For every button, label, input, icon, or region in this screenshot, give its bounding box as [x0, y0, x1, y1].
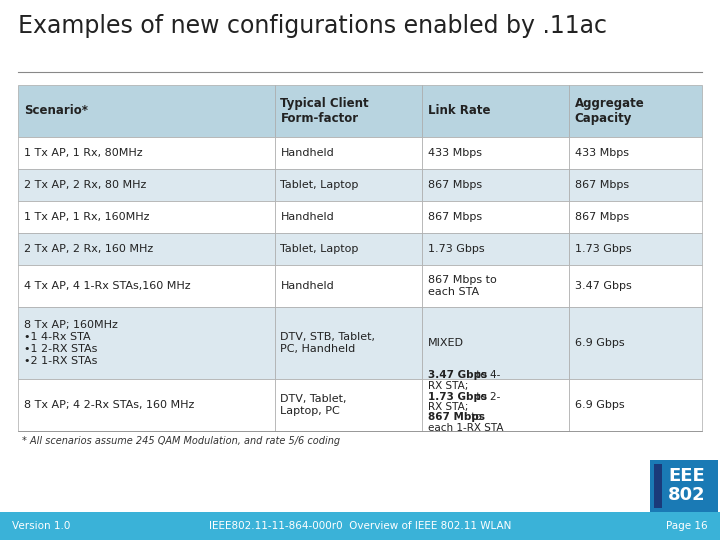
Text: 802: 802: [668, 487, 706, 504]
Text: 3.47 Gbps: 3.47 Gbps: [575, 281, 631, 291]
Text: 8 Tx AP; 160MHz
•1 4-Rx STA
•1 2-RX STAs
•2 1-RX STAs: 8 Tx AP; 160MHz •1 4-Rx STA •1 2-RX STAs…: [24, 320, 118, 366]
Text: 2 Tx AP, 2 Rx, 160 MHz: 2 Tx AP, 2 Rx, 160 MHz: [24, 244, 153, 254]
Text: each 1-RX STA: each 1-RX STA: [428, 423, 503, 433]
Bar: [422, 265, 569, 307]
Text: 1.73 Gbps: 1.73 Gbps: [575, 244, 631, 254]
Text: 867 Mbps to
each STA: 867 Mbps to each STA: [428, 275, 496, 297]
Text: Version 1.0: Version 1.0: [12, 521, 71, 531]
Text: RX STA;: RX STA;: [428, 402, 468, 412]
Bar: [422, 233, 569, 265]
Bar: [274, 137, 422, 169]
Bar: [18, 85, 274, 137]
Bar: [18, 265, 274, 307]
Text: DTV, Tablet,
Laptop, PC: DTV, Tablet, Laptop, PC: [281, 394, 347, 416]
Bar: [18, 233, 274, 265]
Text: 6.9 Gbps: 6.9 Gbps: [575, 400, 624, 410]
Text: 4 Tx AP, 4 1-Rx STAs,160 MHz: 4 Tx AP, 4 1-Rx STAs,160 MHz: [24, 281, 191, 291]
Text: Handheld: Handheld: [281, 148, 334, 158]
Bar: [569, 265, 702, 307]
Text: 1 Tx AP, 1 Rx, 160MHz: 1 Tx AP, 1 Rx, 160MHz: [24, 212, 150, 222]
Text: Examples of new configurations enabled by .11ac: Examples of new configurations enabled b…: [18, 14, 607, 38]
Text: Tablet, Laptop: Tablet, Laptop: [281, 180, 359, 190]
Bar: [422, 307, 569, 379]
Bar: [274, 307, 422, 379]
Bar: [569, 169, 702, 201]
Text: Scenario*: Scenario*: [24, 105, 88, 118]
Text: EEE: EEE: [668, 467, 705, 484]
Text: 433 Mbps: 433 Mbps: [575, 148, 629, 158]
Text: 6.9 Gbps: 6.9 Gbps: [575, 338, 624, 348]
Bar: [422, 201, 569, 233]
Bar: [18, 379, 274, 431]
Bar: [569, 379, 702, 431]
Bar: [0, 512, 720, 540]
Bar: [422, 169, 569, 201]
Text: Handheld: Handheld: [281, 212, 334, 222]
Text: IEEE802.11-11-864-000r0  Overview of IEEE 802.11 WLAN: IEEE802.11-11-864-000r0 Overview of IEEE…: [209, 521, 511, 531]
Text: * All scenarios assume 245 QAM Modulation, and rate 5/6 coding: * All scenarios assume 245 QAM Modulatio…: [22, 436, 340, 446]
Text: RX STA;: RX STA;: [428, 381, 468, 391]
Text: DTV, STB, Tablet,
PC, Handheld: DTV, STB, Tablet, PC, Handheld: [281, 332, 376, 354]
Text: 8 Tx AP; 4 2-Rx STAs, 160 MHz: 8 Tx AP; 4 2-Rx STAs, 160 MHz: [24, 400, 194, 410]
Text: Typical Client
Form-factor: Typical Client Form-factor: [281, 97, 369, 125]
Bar: [422, 85, 569, 137]
Text: to 4-: to 4-: [472, 370, 500, 381]
Bar: [654, 464, 662, 508]
Bar: [274, 85, 422, 137]
Bar: [650, 460, 718, 512]
Text: Page 16: Page 16: [667, 521, 708, 531]
Text: to: to: [467, 413, 481, 422]
Text: 867 Mbps: 867 Mbps: [428, 413, 485, 422]
Bar: [274, 169, 422, 201]
Bar: [18, 307, 274, 379]
Bar: [569, 85, 702, 137]
Text: 867 Mbps: 867 Mbps: [575, 180, 629, 190]
Bar: [274, 233, 422, 265]
Bar: [18, 201, 274, 233]
Bar: [422, 379, 569, 431]
Bar: [274, 201, 422, 233]
Text: Handheld: Handheld: [281, 281, 334, 291]
Text: 867 Mbps: 867 Mbps: [428, 180, 482, 190]
Text: MIXED: MIXED: [428, 338, 464, 348]
Text: to 2-: to 2-: [472, 392, 500, 402]
Text: 1.73 Gbps: 1.73 Gbps: [428, 244, 484, 254]
Bar: [569, 233, 702, 265]
Text: 1 Tx AP, 1 Rx, 80MHz: 1 Tx AP, 1 Rx, 80MHz: [24, 148, 143, 158]
Text: Link Rate: Link Rate: [428, 105, 490, 118]
Bar: [274, 379, 422, 431]
Bar: [569, 137, 702, 169]
Text: Aggregate
Capacity: Aggregate Capacity: [575, 97, 644, 125]
Text: Tablet, Laptop: Tablet, Laptop: [281, 244, 359, 254]
Text: 433 Mbps: 433 Mbps: [428, 148, 482, 158]
Text: 1.73 Gbps: 1.73 Gbps: [428, 392, 487, 402]
Text: 3.47 Gbps: 3.47 Gbps: [428, 370, 487, 381]
Bar: [569, 201, 702, 233]
Bar: [18, 137, 274, 169]
Bar: [274, 265, 422, 307]
Bar: [569, 307, 702, 379]
Text: 867 Mbps: 867 Mbps: [575, 212, 629, 222]
Bar: [18, 169, 274, 201]
Bar: [422, 137, 569, 169]
Text: 867 Mbps: 867 Mbps: [428, 212, 482, 222]
Text: 2 Tx AP, 2 Rx, 80 MHz: 2 Tx AP, 2 Rx, 80 MHz: [24, 180, 146, 190]
